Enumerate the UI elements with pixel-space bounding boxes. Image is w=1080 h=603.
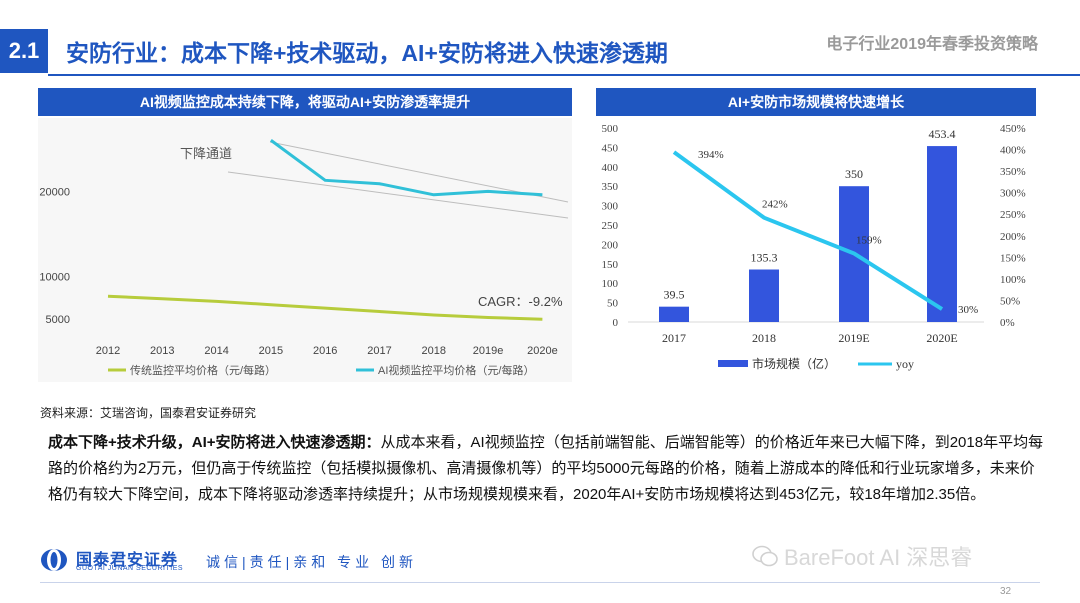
section-number: 2.1 xyxy=(0,29,48,73)
x-tick-label: 2018 xyxy=(422,345,446,357)
x-tick-label: 2019e xyxy=(473,345,504,357)
y-tick-label: 150 xyxy=(602,259,619,271)
x-tick-label: 2015 xyxy=(259,345,283,357)
right-chart-panel: 0 50 100 150 200 250 300 350 400 450 500 0% 50% 100% 1… xyxy=(596,118,1036,384)
legend-label-yoy: yoy xyxy=(896,357,914,371)
y-tick-label: 350 xyxy=(602,181,619,193)
bar-value-label: 350 xyxy=(845,167,863,181)
source-note: 资料来源：艾瑞咨询，国泰君安证券研究 xyxy=(40,406,257,420)
yoy-value-label: 394% xyxy=(698,149,724,161)
yoy-value-label: 242% xyxy=(762,199,788,211)
bar-2018 xyxy=(749,269,779,322)
watermark: BareFoot AI 深思睿 xyxy=(752,540,972,572)
legend-label-traditional: 传统监控平均价格（元/每路） xyxy=(130,363,276,377)
y-tick-label: 20000 xyxy=(39,186,70,198)
series-line-ai xyxy=(270,139,543,197)
x-tick-label: 2020E xyxy=(926,331,957,345)
report-title: 电子行业2019年春季投资策略 xyxy=(826,36,1038,53)
channel-annotation: 下降通道 xyxy=(180,146,232,161)
logo-text-en: GUOTAI JUNAN SECURITIES xyxy=(76,565,184,572)
body-text: 从成本来看，AI视频监控（包括前端智能、后端智能等）的价格近年来已大幅下降，到2… xyxy=(48,434,1044,503)
y2-tick-label: 100% xyxy=(1000,274,1026,286)
x-tick-label: 2017 xyxy=(662,331,686,345)
cagr-annotation: CAGR：-9.2% xyxy=(478,294,563,309)
watermark-text: BareFoot AI 深思睿 xyxy=(784,545,973,570)
bar-2020E xyxy=(927,146,957,322)
wechat-icon xyxy=(752,545,778,567)
y-tick-label: 300 xyxy=(602,201,619,213)
right-chart: 0 50 100 150 200 250 300 350 400 450 500 0% 50% 100% 1… xyxy=(602,123,1026,371)
x-tick-label: 2013 xyxy=(150,345,174,357)
bar-2017 xyxy=(659,306,689,322)
x-tick-label: 2020e xyxy=(527,345,558,357)
x-tick-label: 2019E xyxy=(838,331,869,345)
page-title: 安防行业：成本下降+技术驱动，AI+安防将进入快速渗透期 xyxy=(66,40,668,66)
left-chart-panel: 下降通道 CAGR：-9.2% 5000 10000 20000 2012 2013 20… xyxy=(38,118,572,382)
footer-slogan: 诚信|责任|亲和 专业 创新 xyxy=(206,554,418,570)
x-tick-label: 2012 xyxy=(96,345,120,357)
company-logo-icon xyxy=(41,549,67,571)
y-tick-label: 450 xyxy=(602,142,619,154)
y2-tick-label: 50% xyxy=(1000,295,1020,307)
yoy-line xyxy=(672,150,944,311)
series-line-traditional xyxy=(107,294,543,321)
y2-tick-label: 150% xyxy=(1000,252,1026,264)
legend-swatch-market xyxy=(718,360,748,367)
legend-label-ai: AI视频监控平均价格（元/每路） xyxy=(378,363,534,377)
bar-value-label: 453.4 xyxy=(929,127,956,141)
x-tick-label: 2014 xyxy=(204,345,228,357)
x-tick-label: 2016 xyxy=(313,345,337,357)
x-tick-label: 2018 xyxy=(752,331,776,345)
x-tick-label: 2017 xyxy=(367,345,391,357)
body-lead: 成本下降+技术升级，AI+安防将进入快速渗透期： xyxy=(48,434,381,451)
y-tick-label: 500 xyxy=(602,123,619,135)
y-tick-label: 200 xyxy=(602,239,619,251)
y-tick-label: 10000 xyxy=(39,272,70,284)
channel-lower-line xyxy=(227,171,569,219)
y2-tick-label: 450% xyxy=(1000,123,1026,135)
logo-text-cn: 国泰君安证券 xyxy=(76,552,179,569)
y-tick-label: 100 xyxy=(602,278,619,290)
y2-tick-label: 300% xyxy=(1000,188,1026,200)
right-chart-heading: AI+安防市场规模将快速增长 xyxy=(596,88,1036,116)
left-chart: 下降通道 CAGR：-9.2% 5000 10000 20000 2012 2013 20… xyxy=(39,139,569,377)
y2-tick-label: 400% xyxy=(1000,145,1026,157)
header-rule xyxy=(48,74,1080,76)
body-paragraph: 成本下降+技术升级，AI+安防将进入快速渗透期：从成本来看，AI视频监控（包括前… xyxy=(48,430,1048,508)
y-tick-label: 400 xyxy=(602,162,619,174)
y2-tick-label: 250% xyxy=(1000,209,1026,221)
left-chart-heading: AI视频监控成本持续下降，将驱动AI+安防渗透率提升 xyxy=(38,88,572,116)
y-tick-label: 250 xyxy=(602,220,619,232)
y-tick-label: 0 xyxy=(613,317,619,329)
footer-logo: 国泰君安证券 GUOTAI JUNAN SECURITIES xyxy=(40,546,200,576)
footer-rule xyxy=(40,582,1040,583)
bar-value-label: 135.3 xyxy=(751,251,778,265)
bar-value-label: 39.5 xyxy=(664,288,685,302)
yoy-value-label: 30% xyxy=(958,304,978,316)
y2-tick-label: 200% xyxy=(1000,231,1026,243)
y2-tick-label: 350% xyxy=(1000,166,1026,178)
legend-label-market: 市场规模（亿） xyxy=(752,356,836,371)
y-tick-label: 5000 xyxy=(46,314,70,326)
y2-tick-label: 0% xyxy=(1000,317,1015,329)
y-tick-label: 50 xyxy=(607,298,619,310)
page-number: 32 xyxy=(1000,586,1012,597)
yoy-value-label: 159% xyxy=(856,234,882,246)
